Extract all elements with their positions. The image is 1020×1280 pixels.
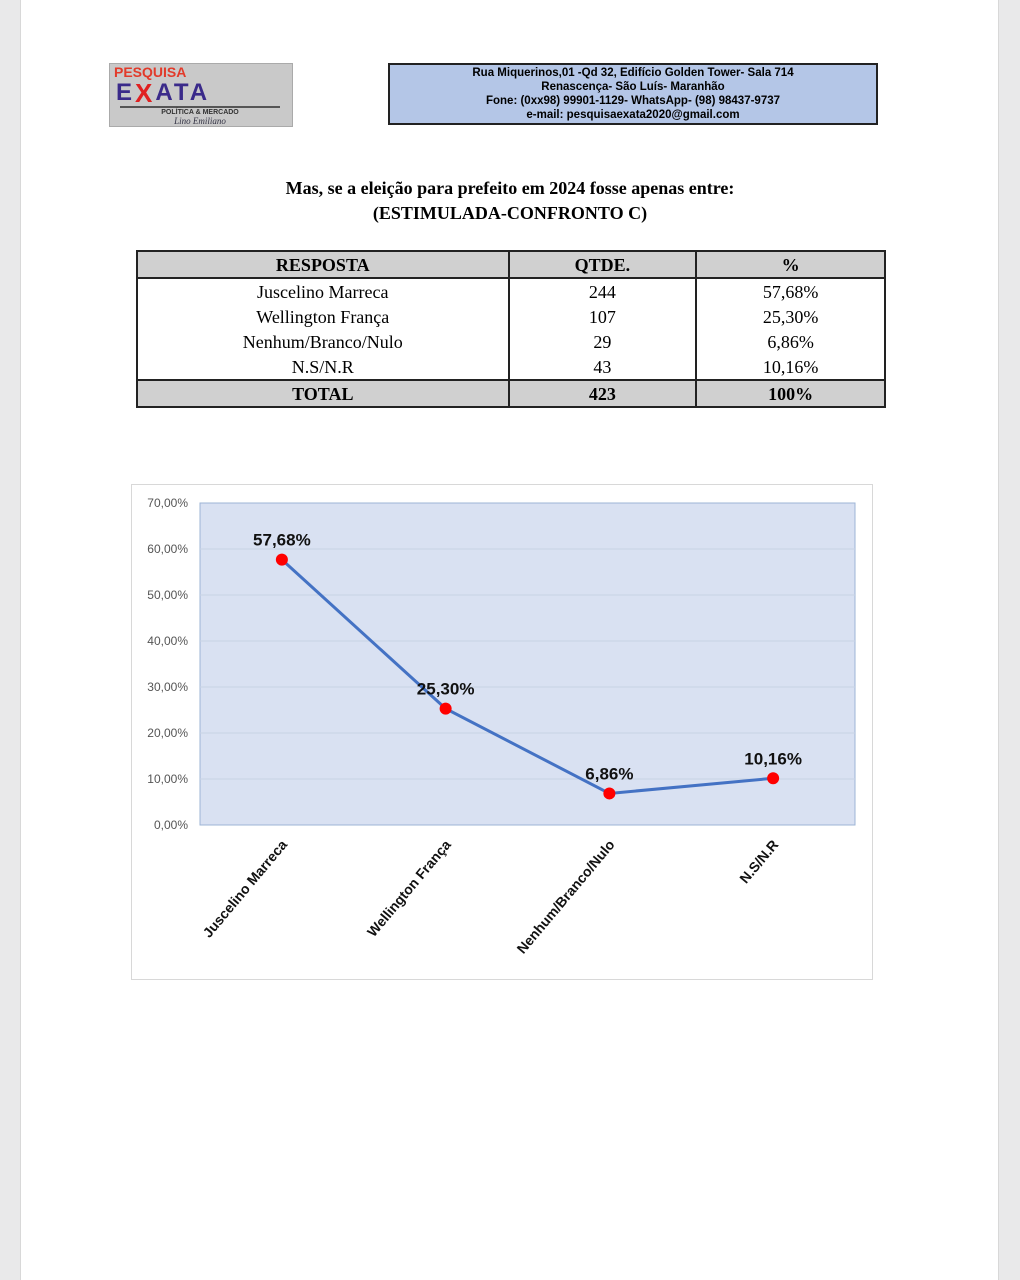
y-tick-label: 70,00% bbox=[147, 496, 188, 510]
y-tick-label: 20,00% bbox=[147, 726, 188, 740]
table-row: Juscelino Marreca 244 57,68% bbox=[136, 278, 886, 304]
data-label: 6,86% bbox=[585, 764, 633, 783]
cell: Nenhum/Branco/Nulo bbox=[136, 329, 510, 354]
cell: 107 bbox=[507, 304, 698, 329]
data-label: 25,30% bbox=[417, 680, 475, 699]
cell: 244 bbox=[507, 278, 698, 304]
data-point bbox=[603, 787, 616, 800]
title-line-2: (ESTIMULADA-CONFRONTO C) bbox=[372, 203, 648, 223]
logo-main: E X ATA bbox=[116, 78, 211, 108]
data-point bbox=[767, 772, 780, 785]
cell: N.S/N.R bbox=[136, 354, 510, 380]
email-line: e-mail: pesquisaexata2020@gmail.com bbox=[526, 109, 740, 121]
table-header: RESPOSTA QTDE. % bbox=[136, 250, 886, 279]
x-tick-label: N.S/N.R bbox=[736, 837, 781, 887]
logo-letter: E bbox=[116, 79, 136, 106]
address-line: Rua Miquerinos,01 -Qd 32, Edifício Golde… bbox=[472, 67, 794, 79]
header-cell: RESPOSTA bbox=[136, 250, 510, 279]
title-line-1: Mas, se a eleição para prefeito em 2024 … bbox=[285, 178, 735, 198]
table-row: Nenhum/Branco/Nulo 29 6,86% bbox=[136, 329, 886, 354]
data-point bbox=[439, 702, 452, 715]
table-row: Wellington França 107 25,30% bbox=[136, 304, 886, 329]
page-title: Mas, se a eleição para prefeito em 2024 … bbox=[0, 176, 1020, 226]
logo-top: PESQUISA bbox=[114, 64, 187, 80]
data-point bbox=[275, 553, 288, 566]
plot-area bbox=[199, 502, 856, 826]
cell: 43 bbox=[507, 354, 698, 380]
data-label: 57,68% bbox=[253, 531, 311, 550]
series-line bbox=[280, 558, 774, 795]
address-line: Renascença- São Luís- Maranhão bbox=[541, 81, 725, 93]
y-tick-label: 0,00% bbox=[154, 818, 188, 832]
results-table: RESPOSTA QTDE. % Juscelino Marreca 244 57,… bbox=[136, 250, 886, 408]
cell: Juscelino Marreca bbox=[136, 278, 510, 304]
logo-tagline: POLÍTICA & MERCADO bbox=[120, 106, 280, 117]
cell: 29 bbox=[507, 329, 698, 354]
chart-svg: 0,00% 10,00% 20,00% 30,00% 40,00% 50,00% 60,00… bbox=[147, 496, 856, 957]
line-chart: 0,00% 10,00% 20,00% 30,00% 40,00% 50,00% 60,00… bbox=[131, 484, 873, 980]
cell: 10,16% bbox=[695, 354, 886, 380]
y-tick-label: 10,00% bbox=[147, 772, 188, 786]
table-row: N.S/N.R 43 10,16% bbox=[136, 354, 886, 380]
cell: 25,30% bbox=[695, 304, 886, 329]
address-box: Rua Miquerinos,01 -Qd 32, Edifício Golde… bbox=[388, 63, 878, 125]
header-cell: % bbox=[695, 250, 886, 279]
cell: 6,86% bbox=[695, 329, 886, 354]
cell: Wellington França bbox=[136, 304, 510, 329]
y-tick-label: 40,00% bbox=[147, 634, 188, 648]
y-tick-label: 30,00% bbox=[147, 680, 188, 694]
x-tick-label: Juscelino Marreca bbox=[199, 836, 290, 940]
cell: 100% bbox=[695, 379, 886, 408]
cell: 57,68% bbox=[695, 278, 886, 304]
y-tick-label: 60,00% bbox=[147, 542, 188, 556]
cell: 423 bbox=[507, 379, 698, 408]
cell: TOTAL bbox=[136, 379, 510, 408]
header-cell: QTDE. bbox=[507, 250, 698, 279]
logo-signature: Lino Emiliano bbox=[174, 116, 226, 126]
total-row: TOTAL 423 100% bbox=[136, 379, 886, 408]
pesquisa-exata-logo: PESQUISA E X ATA POLÍTICA & MERCADO Lino E… bbox=[109, 63, 293, 127]
x-tick-label: Wellington França bbox=[364, 836, 454, 939]
phone-line: Fone: (0xx98) 99901-1129- WhatsApp- (98)… bbox=[485, 95, 781, 107]
logo-letters: ATA bbox=[155, 79, 211, 106]
x-tick-label: Nenhum/Branco/Nulo bbox=[513, 837, 617, 957]
y-tick-label: 50,00% bbox=[147, 588, 188, 602]
logo-letter: X bbox=[135, 78, 156, 108]
data-label: 10,16% bbox=[744, 749, 802, 768]
